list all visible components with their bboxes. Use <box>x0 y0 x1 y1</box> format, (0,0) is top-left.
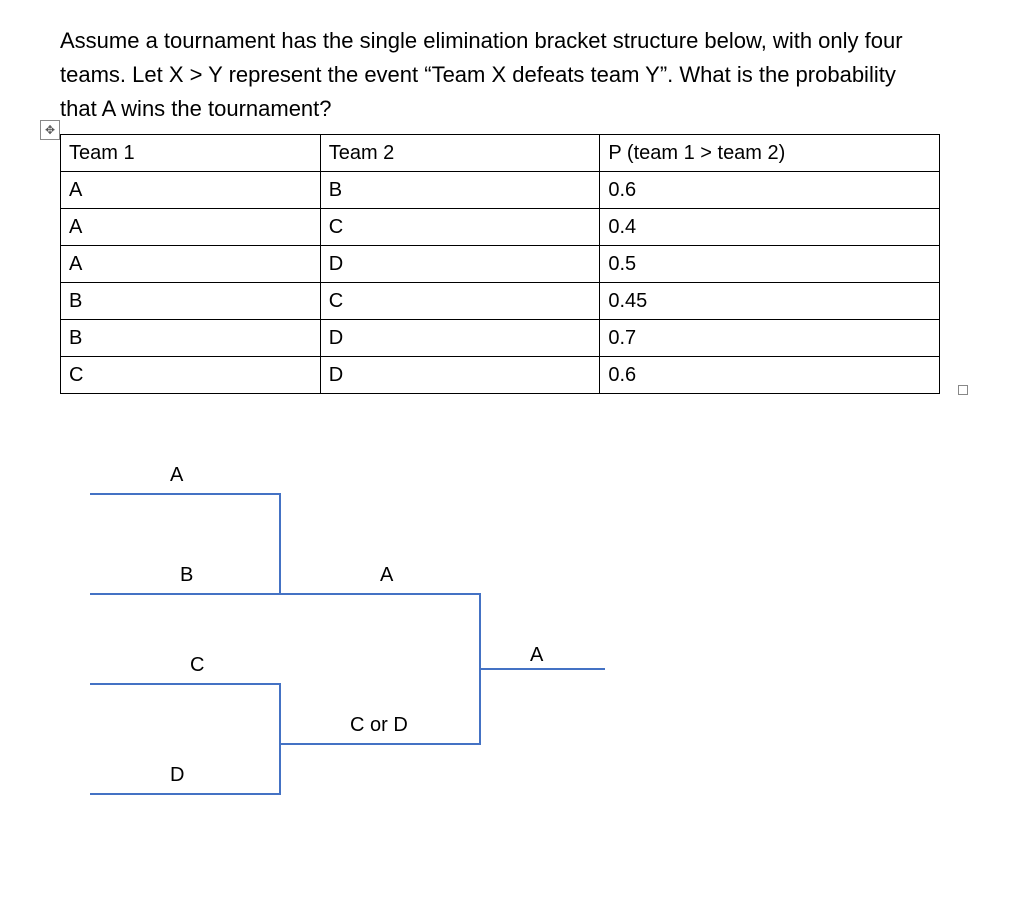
table-cell: 0.5 <box>600 246 940 283</box>
table-cell: D <box>320 357 600 394</box>
table-body: AB0.6AC0.4AD0.5BC0.45BD0.7CD0.6 <box>61 172 940 394</box>
table-cell: 0.6 <box>600 357 940 394</box>
col-team1: Team 1 <box>61 135 321 172</box>
table-cell: B <box>61 283 321 320</box>
table-cell: 0.6 <box>600 172 940 209</box>
question-text: Assume a tournament has the single elimi… <box>60 20 964 126</box>
table-row: BC0.45 <box>61 283 940 320</box>
table-cell: B <box>61 320 321 357</box>
table-row: BD0.7 <box>61 320 940 357</box>
bracket-node-r1c: C <box>190 654 204 677</box>
col-team2: Team 2 <box>320 135 600 172</box>
bracket-node-r1d: D <box>170 764 184 787</box>
table-cell: D <box>320 320 600 357</box>
table-row: AD0.5 <box>61 246 940 283</box>
resize-handle-icon[interactable] <box>958 385 968 395</box>
bracket-node-r1a: A <box>170 464 183 487</box>
table-cell: 0.4 <box>600 209 940 246</box>
table-cell: C <box>320 283 600 320</box>
table-cell: 0.7 <box>600 320 940 357</box>
bracket-diagram: A B C D A C or D A <box>60 454 940 874</box>
table-cell: A <box>61 246 321 283</box>
probability-table: Team 1 Team 2 P (team 1 > team 2) AB0.6A… <box>60 134 940 394</box>
table-row: AC0.4 <box>61 209 940 246</box>
page: ✥ Assume a tournament has the single eli… <box>0 0 1024 916</box>
bracket-node-r1b: B <box>180 564 193 587</box>
question-line-3: that A wins the tournament? <box>60 96 332 121</box>
table-cell: C <box>320 209 600 246</box>
question-line-1: Assume a tournament has the single elimi… <box>60 28 903 53</box>
col-prob: P (team 1 > team 2) <box>600 135 940 172</box>
bracket-node-r3: A <box>530 644 543 667</box>
table-header-row: Team 1 Team 2 P (team 1 > team 2) <box>61 135 940 172</box>
table-cell: A <box>61 172 321 209</box>
question-line-2: teams. Let X > Y represent the event “Te… <box>60 62 896 87</box>
table-cell: C <box>61 357 321 394</box>
table-cell: B <box>320 172 600 209</box>
table-cell: A <box>61 209 321 246</box>
table-row: AB0.6 <box>61 172 940 209</box>
table-cell: 0.45 <box>600 283 940 320</box>
bracket-node-r2a: A <box>380 564 393 587</box>
move-handle-icon[interactable]: ✥ <box>40 120 60 140</box>
bracket-node-r2b: C or D <box>350 714 408 737</box>
table-row: CD0.6 <box>61 357 940 394</box>
table-cell: D <box>320 246 600 283</box>
